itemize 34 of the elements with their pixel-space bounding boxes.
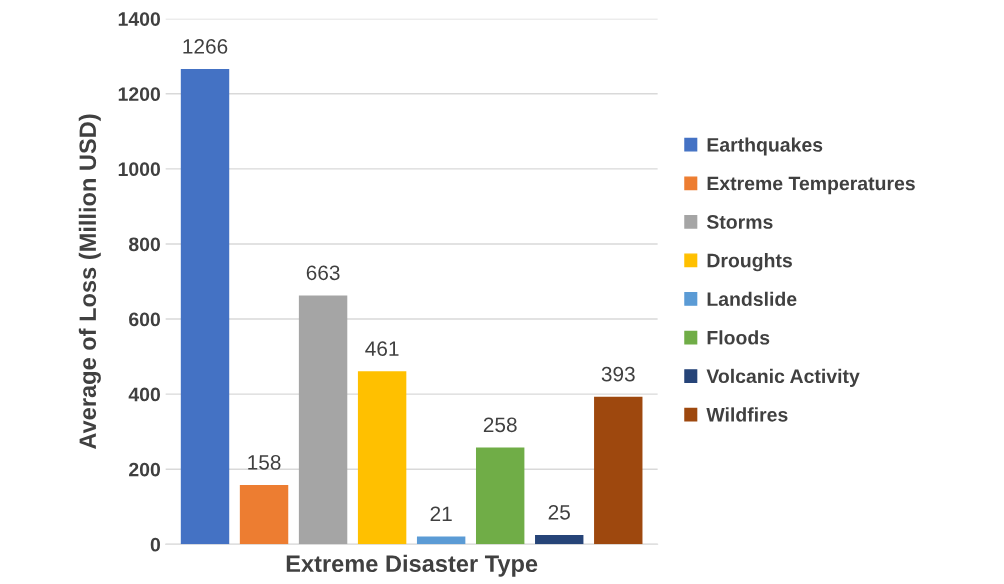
- y-tick-label: 800: [128, 237, 161, 252]
- bar: [357, 371, 407, 545]
- data-label: 1266: [183, 39, 228, 54]
- y-tick-label: 1400: [118, 12, 161, 26]
- legend-label: Landslide: [707, 291, 797, 307]
- y-tick-label: 400: [128, 387, 161, 402]
- bar: [416, 536, 466, 545]
- bar: [298, 295, 348, 545]
- legend-label: Storms: [706, 215, 773, 229]
- data-label: 663: [306, 265, 340, 281]
- y-tick-label: 200: [129, 462, 161, 477]
- bar: [239, 484, 289, 545]
- legend-label: Volcanic Activity: [706, 368, 860, 387]
- x-axis-title: Extreme Disaster Type: [286, 554, 538, 577]
- bar: [594, 396, 643, 545]
- bar: [475, 447, 525, 545]
- legend-label: Wildfires: [706, 407, 788, 422]
- data-label: 461: [365, 341, 399, 356]
- data-label: 393: [601, 366, 635, 382]
- data-label: 158: [248, 454, 281, 470]
- y-axis-title: Average of Loss (Million USD): [78, 114, 101, 450]
- legend-label: Earthquakes: [707, 137, 823, 156]
- y-tick-label: 600: [129, 312, 161, 327]
- data-label: 25: [548, 504, 570, 520]
- y-tick-label: 0: [150, 537, 160, 552]
- bar: [535, 534, 584, 545]
- legend-label: Extreme Temperatures: [707, 176, 915, 195]
- y-tick-label: 1000: [118, 162, 161, 177]
- bar: [180, 69, 230, 545]
- data-label: 21: [430, 506, 452, 521]
- legend-label: Droughts: [707, 253, 792, 272]
- legend-label: Floods: [707, 330, 770, 345]
- data-label: 258: [483, 417, 517, 433]
- y-tick-label: 1200: [118, 87, 161, 102]
